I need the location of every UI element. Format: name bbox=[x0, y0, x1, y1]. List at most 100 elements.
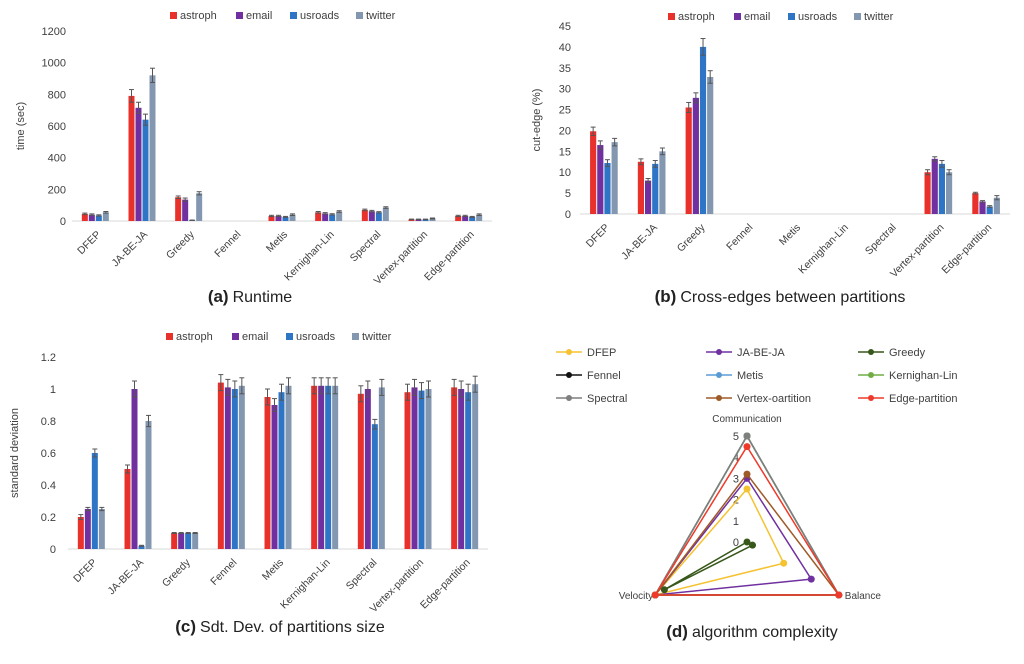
legend-label-email: email bbox=[242, 331, 268, 343]
radar-point-Vertex-oartition bbox=[743, 470, 751, 478]
bar-astroph-DFEP bbox=[77, 517, 84, 549]
legend-swatch-astroph bbox=[170, 12, 177, 19]
legend-label: Kernighan-Lin bbox=[889, 370, 958, 382]
x-category-label: Metis bbox=[777, 222, 803, 248]
bar-astroph-Spectral bbox=[357, 393, 364, 549]
chart-b: 0 5 10 15 20 25 30 35 40 45 cut-edge (%) astroph ema… bbox=[531, 11, 1010, 306]
legend: astroph email usroads twitter bbox=[166, 331, 392, 343]
bar-twitter-Greedy bbox=[707, 76, 714, 214]
chart-caption: (b) Cross-edges between partitions bbox=[655, 287, 906, 306]
y-tick-label: 400 bbox=[48, 153, 66, 165]
x-category-label: Edge-partition bbox=[418, 557, 473, 612]
bar-usroads-Metis bbox=[278, 392, 285, 549]
r-tick-label: 4 bbox=[733, 452, 739, 464]
bar-astroph-Metis bbox=[264, 397, 271, 549]
y-tick-label: 45 bbox=[559, 21, 571, 33]
legend-label: Edge-partition bbox=[889, 393, 958, 405]
bar-email-JA-BE-JA bbox=[645, 180, 652, 214]
bar-astroph-Spectral bbox=[361, 209, 368, 221]
legend-label-astroph: astroph bbox=[678, 11, 715, 23]
bar-twitter-Vertex-partition bbox=[946, 172, 953, 214]
x-category-label: Spectral bbox=[863, 222, 899, 258]
legend-swatch-astroph bbox=[166, 333, 173, 340]
axis-label-communication: Communication bbox=[712, 414, 781, 425]
legend-label: Vertex-oartition bbox=[737, 393, 811, 405]
legend-label-email: email bbox=[246, 10, 272, 22]
legend-marker-Spectral bbox=[566, 395, 572, 401]
bar-usroads-Greedy bbox=[185, 533, 192, 549]
legend-swatch-usroads bbox=[788, 13, 795, 20]
bar-email-JA-BE-JA bbox=[131, 389, 138, 549]
r-tick-label: 3 bbox=[733, 473, 739, 485]
y-tick-label: 15 bbox=[559, 146, 571, 158]
radar-series-DFEP bbox=[653, 487, 785, 597]
legend-label-twitter: twitter bbox=[362, 331, 392, 343]
x-category-label: Greedy bbox=[164, 228, 197, 261]
legend-swatch-astroph bbox=[668, 13, 675, 20]
y-tick-label: 1.2 bbox=[41, 352, 56, 364]
legend-label-twitter: twitter bbox=[366, 10, 396, 22]
bar-email-Fennel bbox=[224, 387, 231, 549]
x-category-label: Fennel bbox=[724, 222, 755, 253]
x-category-label: Spectral bbox=[344, 557, 380, 593]
y-tick-label: 0.6 bbox=[41, 448, 56, 460]
x-category-label: Kernighan-Lin bbox=[278, 557, 333, 612]
radar-point-Spectral bbox=[743, 432, 751, 440]
radar-point-Edge-partition bbox=[835, 591, 843, 599]
y-tick-label: 200 bbox=[48, 184, 66, 196]
legend-swatch-email bbox=[236, 12, 243, 19]
legend-label: JA-BE-JA bbox=[737, 347, 785, 359]
chart-caption: (d) algorithm complexity bbox=[666, 622, 838, 641]
legend-label: Metis bbox=[737, 370, 764, 382]
radar-series-Edge-partition bbox=[653, 445, 841, 596]
bar-email-DFEP bbox=[84, 509, 91, 549]
x-category-label: Fennel bbox=[208, 557, 239, 588]
legend-label-astroph: astroph bbox=[176, 331, 213, 343]
y-tick-label: 1000 bbox=[42, 58, 66, 70]
bar-usroads-Metis bbox=[282, 216, 289, 221]
radar-series-Fennel bbox=[653, 434, 841, 596]
x-category-label: Edge-partition bbox=[940, 222, 995, 277]
y-tick-label: 0.8 bbox=[41, 416, 56, 428]
caption-label: (c) bbox=[175, 617, 196, 636]
x-category-label: Fennel bbox=[212, 229, 243, 260]
r-tick-label: 0 bbox=[733, 537, 739, 549]
bar-email-Spectral bbox=[364, 389, 371, 549]
legend-label-usroads: usroads bbox=[798, 11, 838, 23]
legend-label-astroph: astroph bbox=[180, 10, 217, 22]
y-tick-label: 30 bbox=[559, 84, 571, 96]
radar-series-Kernighan-Lin bbox=[653, 434, 841, 596]
r-tick-label: 2 bbox=[733, 495, 739, 507]
bar-email-Metis bbox=[271, 405, 278, 549]
radar-series-Metis bbox=[653, 434, 841, 596]
x-category-label: Edge-partition bbox=[422, 229, 477, 284]
y-tick-label: 0 bbox=[60, 216, 66, 228]
y-tick-label: 1 bbox=[50, 384, 56, 396]
bar-twitter-Fennel bbox=[238, 385, 245, 549]
legend-marker-Vertex-oartition bbox=[716, 395, 722, 401]
y-tick-label: 600 bbox=[48, 121, 66, 133]
bar-twitter-DFEP bbox=[98, 509, 105, 549]
bar-usroads-DFEP bbox=[95, 215, 102, 221]
caption-text: algorithm complexity bbox=[692, 624, 838, 641]
bar-usroads-JA-BE-JA bbox=[138, 545, 145, 549]
legend-swatch-email bbox=[232, 333, 239, 340]
legend-marker-DFEP bbox=[566, 349, 572, 355]
bar-email-Kernighan-Lin bbox=[322, 213, 329, 221]
bar-twitter-Metis bbox=[289, 214, 296, 221]
r-tick-label: 1 bbox=[733, 516, 739, 528]
bar-twitter-JA-BE-JA bbox=[145, 421, 152, 549]
radar-point-Edge-partition bbox=[743, 443, 751, 451]
radar-legend: DFEP JA-BE-JA Greedy Fennel Metis Kernighan-L… bbox=[556, 347, 958, 405]
x-category-label: Greedy bbox=[675, 221, 708, 254]
radar-point-Greedy bbox=[743, 538, 751, 546]
x-category-label: JA-BE-JA bbox=[105, 557, 146, 598]
chart-c: 0 0.2 0.4 0.6 0.8 1 1.2 standard deviation astro… bbox=[9, 331, 488, 636]
y-tick-label: 0.4 bbox=[41, 480, 56, 492]
x-category-label: Spectral bbox=[348, 229, 384, 265]
bar-email-Greedy bbox=[178, 533, 185, 549]
legend-label-twitter: twitter bbox=[864, 11, 894, 23]
bar-twitter-Vertex-partition bbox=[425, 389, 432, 549]
bar-email-DFEP bbox=[88, 214, 95, 221]
